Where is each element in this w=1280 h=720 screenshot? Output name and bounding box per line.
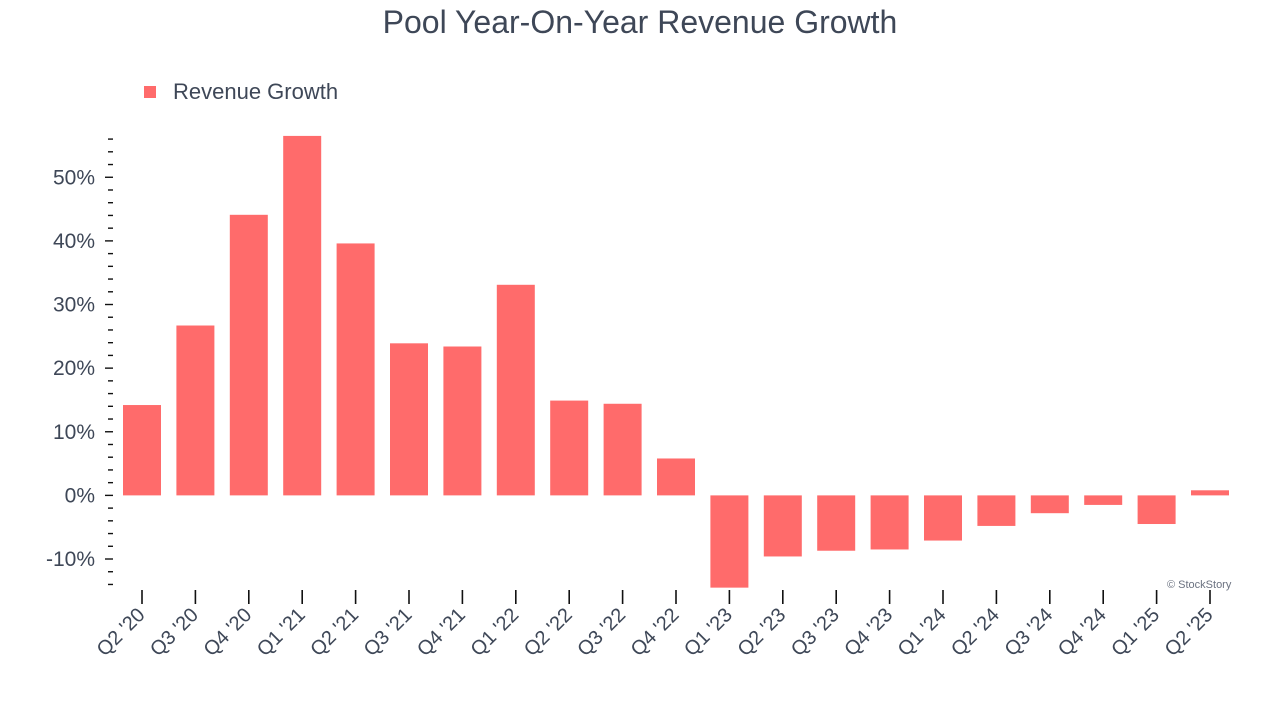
x-tick-label: Q4 '24	[1054, 604, 1111, 661]
y-tick-label: 30%	[53, 294, 95, 317]
y-tick-label: 40%	[53, 230, 95, 253]
y-tick-label: -10%	[46, 548, 95, 571]
y-axis: -10% 0% 10% 20% 30% 40% 50%	[46, 138, 113, 586]
bar	[550, 400, 589, 496]
x-tick-label: Q2 '21	[306, 604, 363, 661]
bar	[870, 495, 909, 550]
x-tick-label: Q1 '24	[894, 604, 951, 661]
x-tick-label: Q2 '25	[1161, 604, 1218, 661]
x-tick-label: Q3 '21	[360, 604, 417, 661]
y-tick-label: 20%	[53, 357, 95, 380]
x-tick-label: Q3 '24	[1001, 604, 1058, 661]
bar	[123, 405, 161, 496]
bar	[1137, 495, 1176, 525]
bar	[336, 243, 375, 496]
bar	[390, 343, 428, 496]
y-tick-label: 0%	[65, 484, 95, 507]
bar	[176, 325, 215, 496]
bar	[283, 135, 322, 496]
x-tick-label: Q1 '23	[680, 604, 737, 661]
legend: Revenue Growth	[144, 79, 338, 105]
x-tick-label: Q3 '22	[573, 604, 630, 661]
chart-title: Pool Year-On-Year Revenue Growth	[382, 4, 898, 40]
watermark: © StockStory	[1167, 579, 1232, 591]
x-tick-label: Q3 '20	[146, 604, 203, 661]
x-tick-label: Q4 '23	[840, 604, 897, 661]
legend-label: Revenue Growth	[173, 79, 339, 104]
bar	[1030, 495, 1069, 514]
x-tick-label: Q2 '24	[947, 604, 1004, 661]
bar	[763, 495, 802, 557]
bar	[229, 214, 268, 496]
x-tick-label: Q2 '23	[734, 604, 791, 661]
bar	[1084, 495, 1123, 505]
x-tick-label: Q1 '25	[1107, 604, 1164, 661]
x-tick-label: Q4 '20	[200, 604, 257, 661]
bar	[603, 403, 642, 496]
x-tick-label: Q1 '21	[253, 604, 310, 661]
x-tick-label: Q2 '20	[93, 604, 150, 661]
y-tick-label: 10%	[53, 421, 95, 444]
bar	[1191, 490, 1229, 496]
x-tick-label: Q3 '23	[787, 604, 844, 661]
x-tick-label: Q4 '22	[627, 604, 684, 661]
x-tick-label: Q1 '22	[467, 604, 524, 661]
bar	[710, 495, 749, 588]
bar	[496, 284, 535, 496]
x-tick-label: Q4 '21	[413, 604, 470, 661]
bar	[443, 346, 482, 496]
bars	[123, 135, 1229, 588]
bar	[657, 458, 695, 496]
bar	[924, 495, 962, 541]
bar	[817, 495, 856, 551]
x-tick-label: Q2 '22	[520, 604, 577, 661]
y-tick-label: 50%	[53, 166, 95, 189]
legend-swatch	[144, 86, 156, 98]
bar	[977, 495, 1016, 526]
